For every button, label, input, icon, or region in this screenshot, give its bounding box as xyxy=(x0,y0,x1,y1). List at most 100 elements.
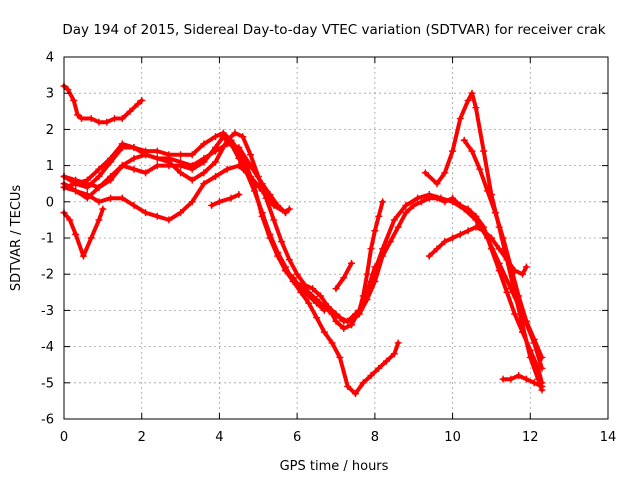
data-point xyxy=(449,147,457,155)
data-point xyxy=(379,198,387,206)
data-point xyxy=(464,96,472,104)
data-point xyxy=(340,274,348,282)
data-point xyxy=(332,285,340,293)
data-point xyxy=(464,227,472,235)
data-point xyxy=(449,198,457,206)
data-point xyxy=(200,140,208,148)
data-point xyxy=(72,230,80,238)
data-point xyxy=(231,129,239,137)
data-point xyxy=(313,314,321,322)
data-point xyxy=(107,194,115,202)
data-point xyxy=(309,285,317,293)
data-point xyxy=(266,191,274,199)
data-point xyxy=(247,151,255,159)
data-point xyxy=(421,169,429,177)
data-point xyxy=(344,382,352,390)
data-point xyxy=(375,212,383,220)
grid-lines xyxy=(64,57,608,419)
data-point xyxy=(410,201,418,209)
data-point xyxy=(250,187,258,195)
data-point xyxy=(316,292,324,300)
series-prn-b xyxy=(62,84,144,125)
data-point xyxy=(390,350,398,358)
data-point xyxy=(200,180,208,188)
data-point xyxy=(66,216,74,224)
series-prn-g xyxy=(62,131,377,331)
x-tick-label: 0 xyxy=(60,430,68,445)
data-point xyxy=(215,198,223,206)
data-point xyxy=(476,165,484,173)
data-point xyxy=(130,201,138,209)
data-point xyxy=(499,234,507,242)
data-point xyxy=(507,263,515,271)
data-point xyxy=(522,317,530,325)
data-point xyxy=(72,180,80,188)
data-point xyxy=(301,281,309,289)
x-tick-label: 12 xyxy=(522,430,539,445)
data-point xyxy=(83,176,91,184)
data-point xyxy=(227,194,235,202)
data-point xyxy=(200,158,208,166)
data-point xyxy=(487,234,495,242)
data-point xyxy=(355,306,363,314)
data-point xyxy=(441,169,449,177)
data-point xyxy=(87,234,95,242)
y-tick-label: -2 xyxy=(41,268,54,283)
data-point xyxy=(441,238,449,246)
data-point xyxy=(379,245,387,253)
data-point xyxy=(227,140,235,148)
data-point xyxy=(340,325,348,332)
data-point xyxy=(165,151,173,159)
data-point xyxy=(130,154,138,162)
data-point xyxy=(130,165,138,173)
data-point xyxy=(142,151,150,159)
data-point xyxy=(495,259,503,267)
data-point xyxy=(394,223,402,231)
data-point xyxy=(515,372,523,380)
data-point xyxy=(519,321,527,329)
data-point xyxy=(83,194,91,202)
data-point xyxy=(394,339,402,347)
data-point xyxy=(281,209,289,217)
data-point xyxy=(262,194,270,202)
data-point xyxy=(414,194,422,202)
data-point xyxy=(351,390,359,398)
data-point xyxy=(266,230,274,238)
data-point xyxy=(313,296,321,304)
data-point xyxy=(270,216,278,224)
data-point xyxy=(177,162,185,170)
data-point xyxy=(95,172,103,180)
data-point xyxy=(425,191,433,199)
data-point xyxy=(74,111,82,119)
data-point xyxy=(530,335,538,343)
data-point xyxy=(142,209,150,217)
data-point xyxy=(83,183,91,191)
data-point xyxy=(223,136,231,144)
data-point xyxy=(328,339,336,347)
data-point xyxy=(472,104,480,112)
x-tick-label: 4 xyxy=(215,430,223,445)
y-tick-label: 4 xyxy=(46,51,54,66)
data-point xyxy=(212,158,220,166)
data-point xyxy=(70,96,78,104)
data-point xyxy=(332,317,340,325)
data-point xyxy=(468,147,476,155)
x-tick-label: 8 xyxy=(371,430,379,445)
x-tick-label: 10 xyxy=(444,430,461,445)
data-point xyxy=(460,205,468,213)
data-point xyxy=(177,209,185,217)
data-point xyxy=(460,136,468,144)
y-tick-label: 2 xyxy=(46,123,54,138)
data-point xyxy=(118,194,126,202)
data-point xyxy=(223,165,231,173)
data-point xyxy=(239,133,247,141)
data-point xyxy=(359,379,367,387)
data-point xyxy=(188,151,196,159)
y-tick-label: -4 xyxy=(41,340,54,355)
data-point xyxy=(383,357,391,365)
data-point xyxy=(367,372,375,380)
y-tick-label: -1 xyxy=(41,232,54,247)
data-point xyxy=(219,133,227,141)
x-axis-label: GPS time / hours xyxy=(280,459,389,474)
data-point xyxy=(515,292,523,300)
